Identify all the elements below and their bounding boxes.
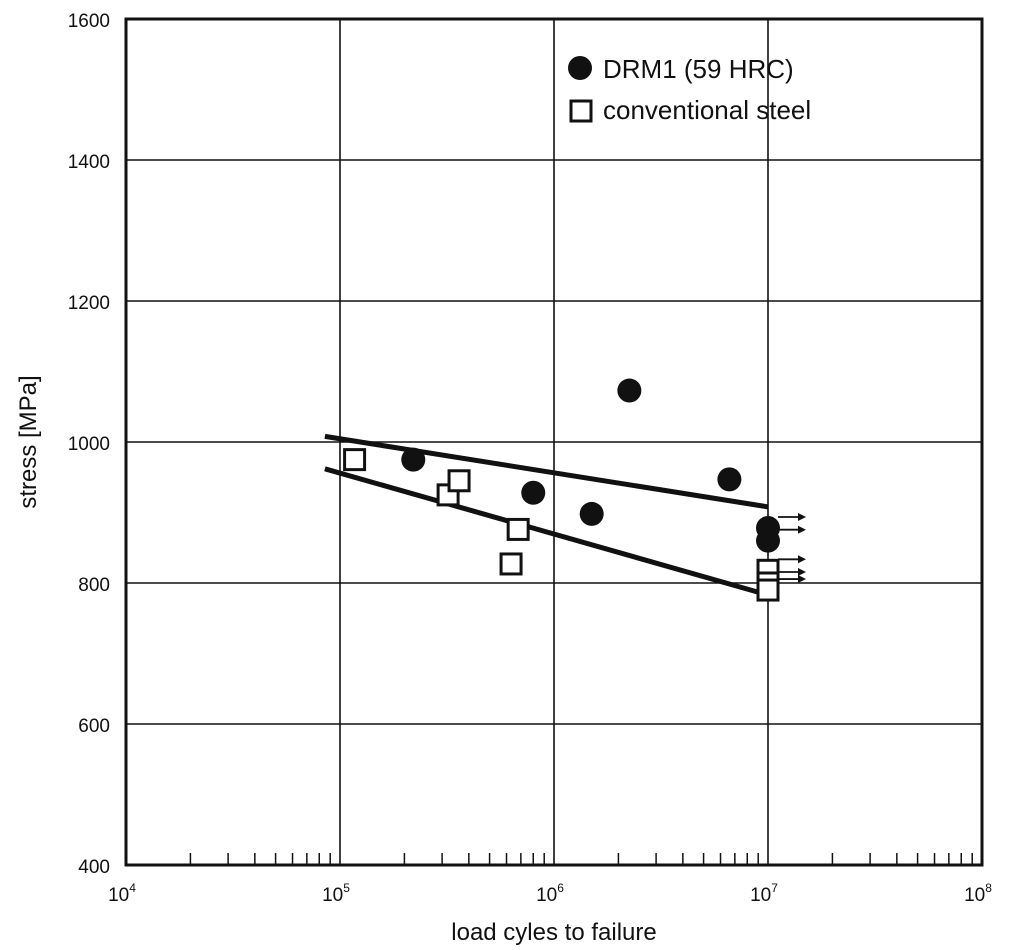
legend-marker-conventional bbox=[569, 99, 593, 123]
x-minor-ticks bbox=[189, 853, 973, 865]
y-axis-label: stress [MPa] bbox=[15, 375, 42, 508]
trend-line-1 bbox=[324, 466, 769, 598]
y-tick-label: 1600 bbox=[68, 11, 110, 32]
x-tick-label: 106 bbox=[536, 881, 564, 906]
data-point-drm1 bbox=[717, 467, 742, 492]
y-tick-label: 400 bbox=[78, 857, 110, 878]
runout-arrow-head bbox=[798, 525, 806, 534]
data-point-conventional bbox=[499, 552, 523, 576]
runout-arrow-head bbox=[798, 575, 806, 584]
runout-arrows bbox=[778, 513, 806, 584]
runout-arrow-head bbox=[798, 568, 806, 576]
plot-frame bbox=[124, 17, 984, 867]
x-tick-label: 107 bbox=[750, 881, 778, 906]
x-tick-label: 108 bbox=[964, 881, 992, 906]
data-point-conventional bbox=[343, 448, 367, 472]
data-point-conventional bbox=[447, 469, 471, 493]
x-tick-label: 105 bbox=[322, 881, 350, 906]
legend-label-conventional: conventional steel bbox=[603, 95, 811, 125]
legend: DRM1 (59 HRC) conventional steel bbox=[568, 54, 811, 125]
data-point-drm1 bbox=[521, 480, 546, 505]
x-tick-labels: 104 105 106 107 108 bbox=[108, 881, 992, 906]
trend-line-0 bbox=[324, 433, 769, 510]
data-point-conventional bbox=[756, 578, 780, 602]
y-tick-label: 800 bbox=[78, 575, 110, 596]
legend-label-drm1: DRM1 (59 HRC) bbox=[603, 54, 794, 84]
trend-lines bbox=[324, 433, 769, 598]
y-tick-labels: 400 600 800 1000 1200 1400 1600 bbox=[68, 11, 110, 878]
x-tick-label: 104 bbox=[108, 881, 136, 906]
y-tick-label: 1000 bbox=[68, 434, 110, 455]
y-tick-label: 1400 bbox=[68, 152, 110, 173]
grid bbox=[126, 19, 982, 865]
runout-arrow-head bbox=[798, 555, 806, 564]
data-point-drm1 bbox=[617, 378, 642, 403]
y-tick-label: 600 bbox=[78, 716, 110, 737]
data-point-drm1 bbox=[756, 528, 780, 553]
y-tick-label: 1200 bbox=[68, 293, 110, 314]
data-point-conventional bbox=[506, 517, 530, 541]
data-point-drm1 bbox=[579, 501, 604, 526]
data-points bbox=[343, 378, 780, 602]
runout-arrow-head bbox=[798, 513, 806, 522]
x-axis-label: load cyles to failure bbox=[451, 919, 656, 946]
legend-marker-drm1 bbox=[568, 56, 592, 80]
data-point-drm1 bbox=[401, 447, 426, 472]
